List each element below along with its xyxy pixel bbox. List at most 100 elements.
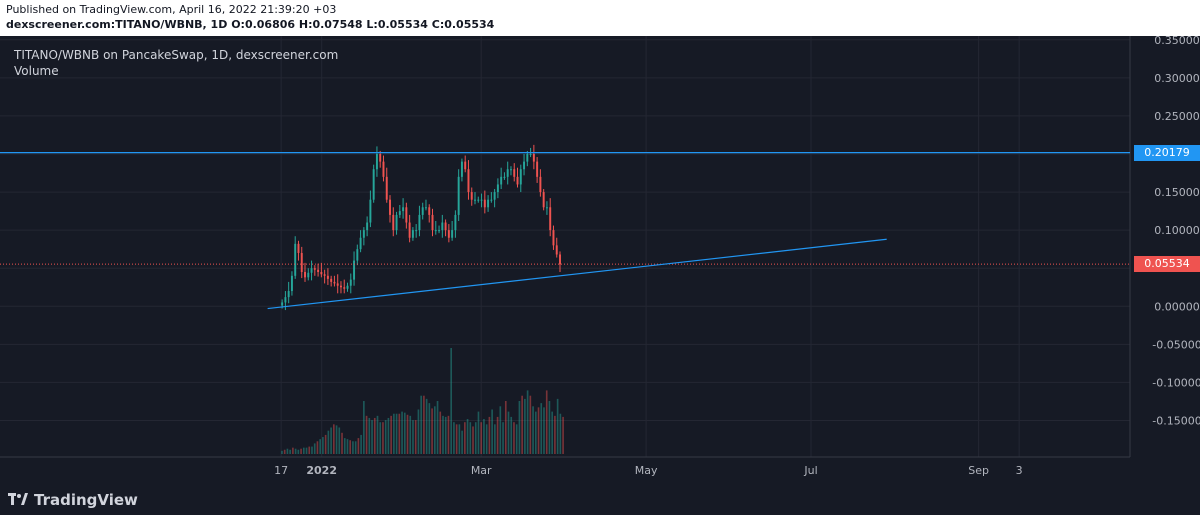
candle-body — [523, 161, 526, 170]
volume-bar — [300, 448, 302, 454]
volume-bar — [551, 411, 553, 454]
volume-bar — [286, 448, 289, 454]
volume-bar — [393, 413, 395, 454]
candle-body — [317, 269, 320, 273]
candle-body — [379, 154, 382, 162]
candle-body — [477, 199, 480, 201]
ohlc-values: O:0.06806 H:0.07548 L:0.05534 C:0.05534 — [231, 18, 495, 31]
candle-body — [559, 254, 561, 265]
volume-bar — [444, 416, 447, 454]
y-tick-label: 0.10000 — [1154, 224, 1200, 237]
volume-bar — [455, 424, 458, 454]
candle-body — [438, 230, 441, 232]
x-tick-label: May — [635, 464, 658, 477]
candle-body — [431, 214, 434, 231]
candle-body — [490, 199, 493, 201]
volume-bar — [529, 395, 532, 454]
volume-bar — [521, 395, 523, 454]
volume-bar — [371, 420, 373, 454]
volume-bar — [294, 448, 297, 454]
candle-body — [418, 214, 421, 231]
volume-bar — [308, 446, 311, 454]
volume-bar — [545, 390, 548, 454]
candle-body — [434, 230, 437, 232]
volume-bar — [562, 416, 564, 454]
y-tick-label: -0.15000 — [1152, 414, 1200, 427]
volume-bar — [289, 449, 291, 454]
volume-bar — [297, 449, 300, 454]
x-tick-label: 2022 — [306, 464, 337, 477]
volume-bar — [352, 441, 354, 454]
candle-body — [500, 176, 503, 185]
volume-bar — [341, 432, 343, 454]
volume-bar — [322, 437, 324, 454]
volume-bar — [395, 413, 398, 454]
volume-bar — [324, 434, 327, 454]
candle-body — [549, 207, 552, 231]
candle-body — [529, 154, 532, 156]
volume-bar — [436, 401, 439, 454]
tradingview-mark-icon — [8, 493, 28, 507]
candle-body — [415, 230, 418, 232]
volume-bar — [461, 430, 463, 454]
candle-body — [532, 154, 535, 162]
x-tick-label: Sep — [968, 464, 989, 477]
volume-legend: Volume — [14, 64, 59, 78]
candle-body — [454, 214, 457, 231]
candle-body — [428, 207, 431, 215]
candle-body — [493, 192, 496, 200]
candle-body — [506, 169, 509, 177]
candle-body — [297, 243, 300, 253]
volume-bar — [349, 440, 352, 454]
volume-bar — [543, 407, 545, 454]
candle-body — [359, 237, 362, 250]
candle-body — [424, 207, 427, 209]
volume-bar — [480, 422, 483, 454]
candle-body — [339, 285, 342, 288]
candle-body — [447, 230, 450, 238]
candle-body — [516, 176, 519, 185]
x-tick-label: Mar — [471, 464, 492, 477]
volume-bar — [504, 401, 507, 454]
price-chart[interactable]: 0.350000.300000.250000.200000.150000.100… — [0, 36, 1200, 486]
candle-body — [382, 161, 385, 177]
y-tick-label: 0.15000 — [1154, 186, 1200, 199]
volume-bar — [499, 406, 502, 454]
candle-body — [503, 176, 506, 178]
volume-bar — [390, 415, 392, 454]
volume-bar — [469, 422, 472, 454]
volume-bar — [433, 406, 436, 454]
candle-body — [539, 176, 542, 193]
volume-bar — [556, 398, 559, 454]
x-tick-label: 3 — [1016, 464, 1023, 477]
y-tick-label: -0.05000 — [1152, 338, 1200, 351]
volume-bar — [524, 398, 526, 454]
candle-body — [408, 222, 411, 238]
volume-bar — [474, 422, 477, 454]
tradingview-wordmark: TradingView — [34, 491, 138, 509]
candle-body — [513, 169, 516, 177]
volume-bar — [311, 446, 313, 454]
volume-bar — [442, 415, 444, 454]
tradingview-logo[interactable]: TradingView — [8, 490, 138, 510]
volume-bar — [423, 395, 425, 454]
volume-bar — [513, 422, 515, 454]
volume-bar — [412, 420, 414, 454]
candle-body — [542, 192, 545, 208]
volume-bar — [363, 401, 365, 454]
volume-bar — [515, 424, 518, 454]
volume-bar — [292, 447, 294, 454]
volume-bar — [401, 411, 403, 454]
candle-body — [349, 279, 352, 286]
volume-bar — [431, 408, 433, 454]
volume-bar — [548, 401, 551, 454]
candle-body — [313, 268, 316, 270]
y-tick-label: 0.35000 — [1154, 36, 1200, 47]
volume-bar — [439, 411, 442, 454]
volume-bar — [477, 411, 480, 454]
volume-bar — [447, 415, 450, 454]
volume-bar — [502, 422, 504, 454]
candle-body — [411, 230, 414, 238]
volume-bar — [491, 409, 493, 454]
volume-bar — [305, 447, 308, 454]
